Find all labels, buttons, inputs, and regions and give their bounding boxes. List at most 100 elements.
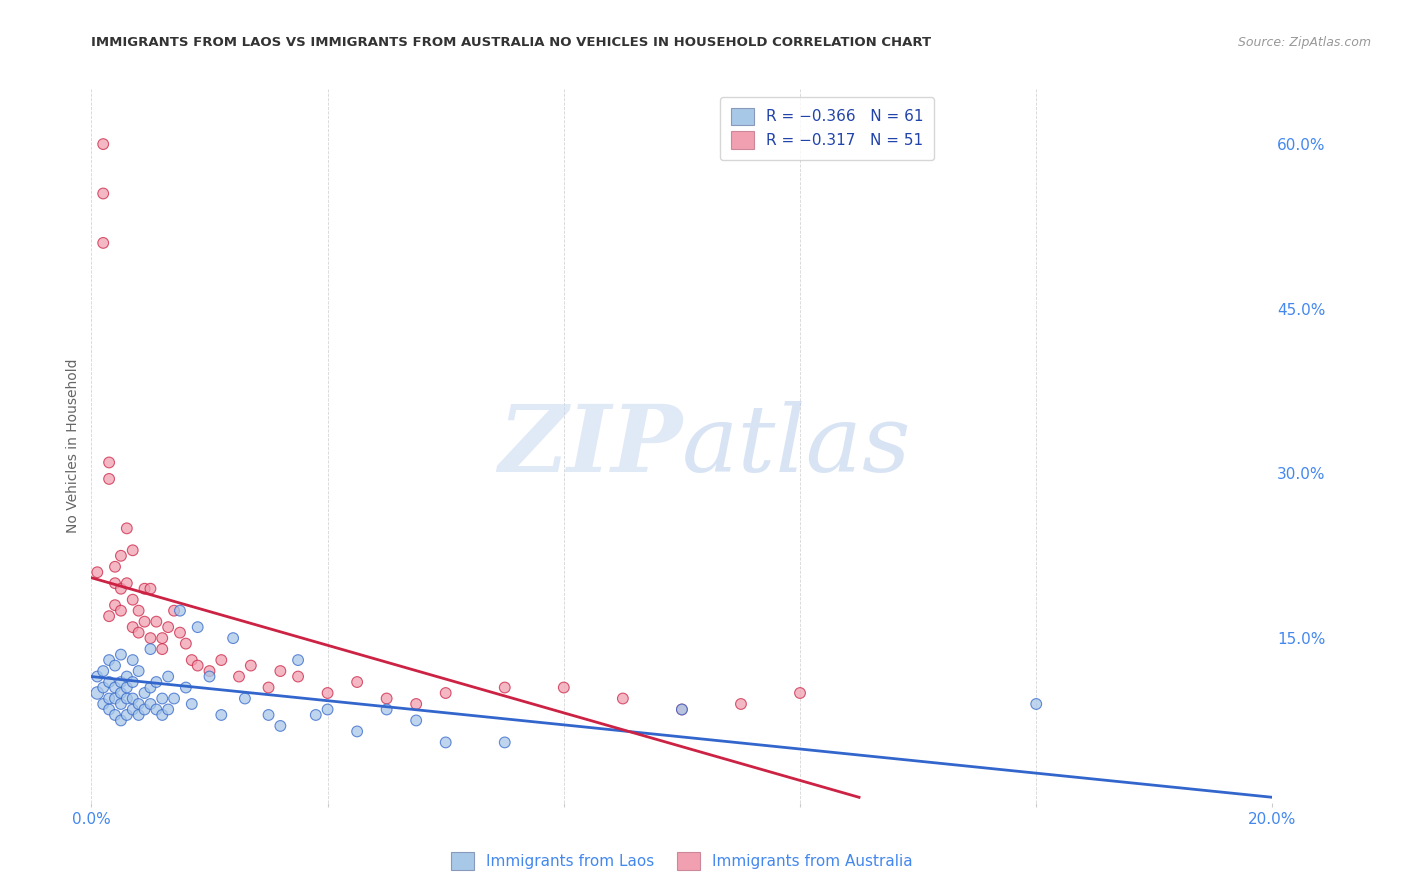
Point (110, 648, 132, 662)
Point (98, 653, 121, 667)
Point (121, 592, 143, 607)
Point (104, 559, 127, 574)
Point (139, 631, 162, 645)
Point (209, 653, 232, 667)
Point (104, 681, 127, 695)
Point (139, 697, 162, 711)
Text: IMMIGRANTS FROM LAOS VS IMMIGRANTS FROM AUSTRALIA NO VEHICLES IN HOUSEHOLD CORRE: IMMIGRANTS FROM LAOS VS IMMIGRANTS FROM … (91, 36, 932, 49)
Point (239, 658, 262, 673)
Point (405, 714, 427, 728)
Text: atlas: atlas (682, 401, 911, 491)
Point (163, 691, 186, 706)
Point (134, 582, 156, 596)
Point (98, 702, 121, 716)
Point (110, 604, 132, 618)
Point (150, 708, 173, 723)
Point (121, 691, 143, 706)
Point (494, 735, 516, 749)
Point (139, 582, 162, 596)
Point (128, 625, 150, 640)
Point (115, 669, 138, 683)
Point (789, 686, 811, 700)
Point (121, 653, 143, 667)
Point (157, 669, 180, 683)
Point (180, 653, 202, 667)
Point (150, 631, 173, 645)
Point (222, 631, 245, 645)
Point (187, 620, 209, 634)
Point (150, 691, 173, 706)
Point (157, 702, 180, 716)
Point (187, 658, 209, 673)
Point (316, 702, 339, 716)
Point (104, 708, 127, 723)
Point (198, 664, 221, 678)
Point (375, 691, 398, 706)
Point (86, 566, 108, 580)
Point (375, 702, 398, 716)
Point (169, 625, 191, 640)
Point (110, 582, 132, 596)
Point (110, 675, 132, 690)
Point (104, 598, 127, 612)
Point (104, 691, 127, 706)
Point (233, 691, 256, 706)
Point (269, 664, 291, 678)
Point (134, 686, 156, 700)
Point (287, 669, 309, 683)
Point (128, 697, 150, 711)
Point (174, 681, 197, 695)
Point (269, 719, 291, 733)
Point (86, 669, 108, 683)
Point (257, 708, 280, 723)
Point (91, 664, 114, 678)
Point (163, 604, 186, 618)
Point (553, 681, 575, 695)
Point (98, 675, 121, 690)
Point (145, 702, 167, 716)
Point (98, 691, 121, 706)
Point (180, 697, 202, 711)
Point (346, 724, 368, 739)
Point (198, 669, 221, 683)
Point (434, 686, 457, 700)
Point (91, 235, 114, 250)
Point (98, 455, 121, 469)
Legend: Immigrants from Laos, Immigrants from Australia: Immigrants from Laos, Immigrants from Au… (443, 845, 921, 877)
Point (115, 708, 138, 723)
Point (115, 521, 138, 535)
Point (128, 664, 150, 678)
Point (1025, 697, 1047, 711)
Point (257, 681, 280, 695)
Point (86, 686, 108, 700)
Point (98, 609, 121, 624)
Point (110, 697, 132, 711)
Point (110, 714, 132, 728)
Point (115, 576, 138, 591)
Point (405, 697, 427, 711)
Text: Source: ZipAtlas.com: Source: ZipAtlas.com (1237, 36, 1371, 49)
Point (671, 702, 693, 716)
Point (287, 653, 309, 667)
Point (91, 186, 114, 201)
Point (316, 686, 339, 700)
Point (134, 702, 156, 716)
Point (128, 604, 150, 618)
Point (98, 472, 121, 486)
Point (121, 675, 143, 690)
Point (174, 637, 197, 651)
Point (145, 675, 167, 690)
Point (110, 686, 132, 700)
Point (671, 702, 693, 716)
Point (434, 735, 457, 749)
Point (150, 642, 173, 657)
Point (104, 658, 127, 673)
Point (91, 681, 114, 695)
Point (305, 708, 328, 723)
Point (121, 620, 143, 634)
Point (145, 615, 167, 629)
Y-axis label: No Vehicles in Household: No Vehicles in Household (66, 359, 80, 533)
Point (121, 702, 143, 716)
Point (115, 681, 138, 695)
Point (169, 604, 191, 618)
